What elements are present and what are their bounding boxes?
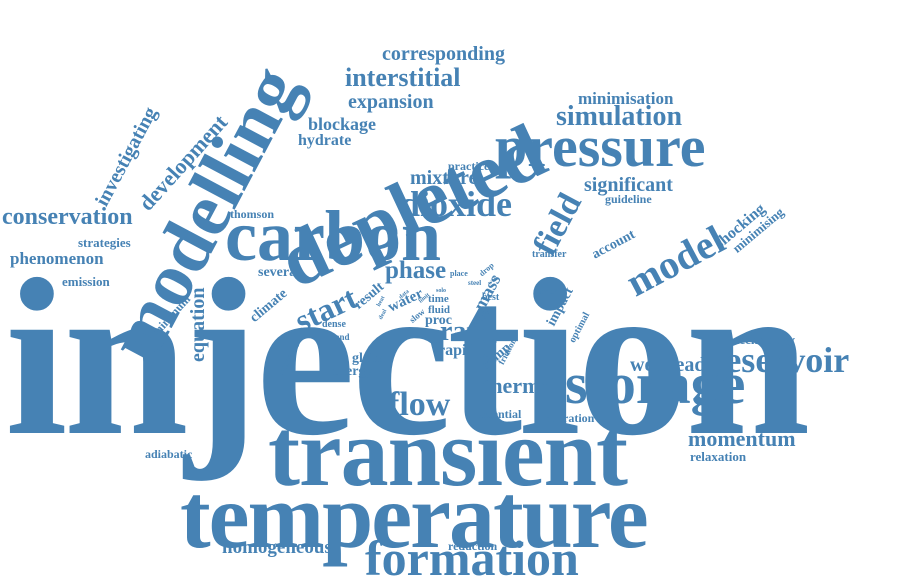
word-reduction: reduction [448, 539, 498, 553]
word-energy: energy [332, 364, 373, 379]
word-carbon: carbon [225, 196, 441, 276]
word-pressure: pressure [495, 114, 706, 179]
word-homogeneous: homogeneous [222, 537, 332, 558]
word-transient: transient [268, 399, 628, 506]
word-thomson: thomson [230, 207, 275, 221]
word-interstitial: interstitial [345, 63, 461, 92]
word-several: several [258, 265, 300, 280]
word-emission: emission [62, 274, 110, 289]
word-thermal: thermal [483, 373, 558, 398]
word-steel: steel [468, 279, 482, 287]
word-flow: flow [388, 386, 451, 423]
word-phase: phase [385, 257, 447, 284]
word-mixture: mixture [410, 167, 478, 189]
word-transfer: transfer [532, 249, 567, 260]
word-significant: significant [584, 174, 673, 196]
word-time: time [428, 293, 449, 305]
word-rate: rate [440, 316, 489, 347]
word-dioxide: dioxide [400, 184, 513, 224]
word-simulation: simulation [556, 101, 683, 132]
word-relaxation: relaxation [690, 449, 747, 464]
word-expansion: expansion [348, 91, 434, 113]
word-storage: storage [565, 351, 746, 416]
word-operation: operation [545, 411, 595, 425]
word-guideline: guideline [605, 192, 652, 206]
word-adiabatic: adiabatic [145, 447, 193, 461]
word-temperature: temperature [180, 465, 649, 567]
word-reservoir: reservoir [710, 340, 850, 380]
word-global: global [352, 351, 389, 366]
word-wellhead: wellhead [630, 354, 706, 376]
word-hand: hand [330, 332, 350, 342]
word-blockage: blockage [308, 114, 377, 134]
word-range: range [480, 337, 498, 345]
word-solo: solo [436, 288, 447, 294]
word-phenomenon: phenomenon [10, 249, 104, 268]
word-strategies: strategies [78, 235, 131, 250]
word-best: best [482, 292, 500, 303]
word-dense: dense [322, 319, 346, 330]
word-minimisation: minimisation [578, 89, 674, 108]
word-essential: essential [478, 407, 522, 421]
word-proc: proc [425, 313, 452, 328]
word-practice: practice [448, 159, 490, 173]
word-injection: injection [5, 232, 810, 482]
word-momentum: momentum [688, 426, 796, 451]
word-rapid: rapid [438, 342, 476, 359]
word-place: place [450, 269, 468, 278]
word-technology: technology [735, 332, 795, 347]
word-corresponding: corresponding [382, 43, 505, 65]
word-order: order [538, 287, 558, 296]
word-fluid: fluid [428, 304, 451, 316]
word-hydrate: hydrate [298, 132, 352, 149]
word-joule: joule [480, 351, 495, 359]
word-case: case [430, 337, 443, 345]
word-conservation: conservation [2, 204, 133, 230]
word-formation: formation [365, 530, 579, 586]
